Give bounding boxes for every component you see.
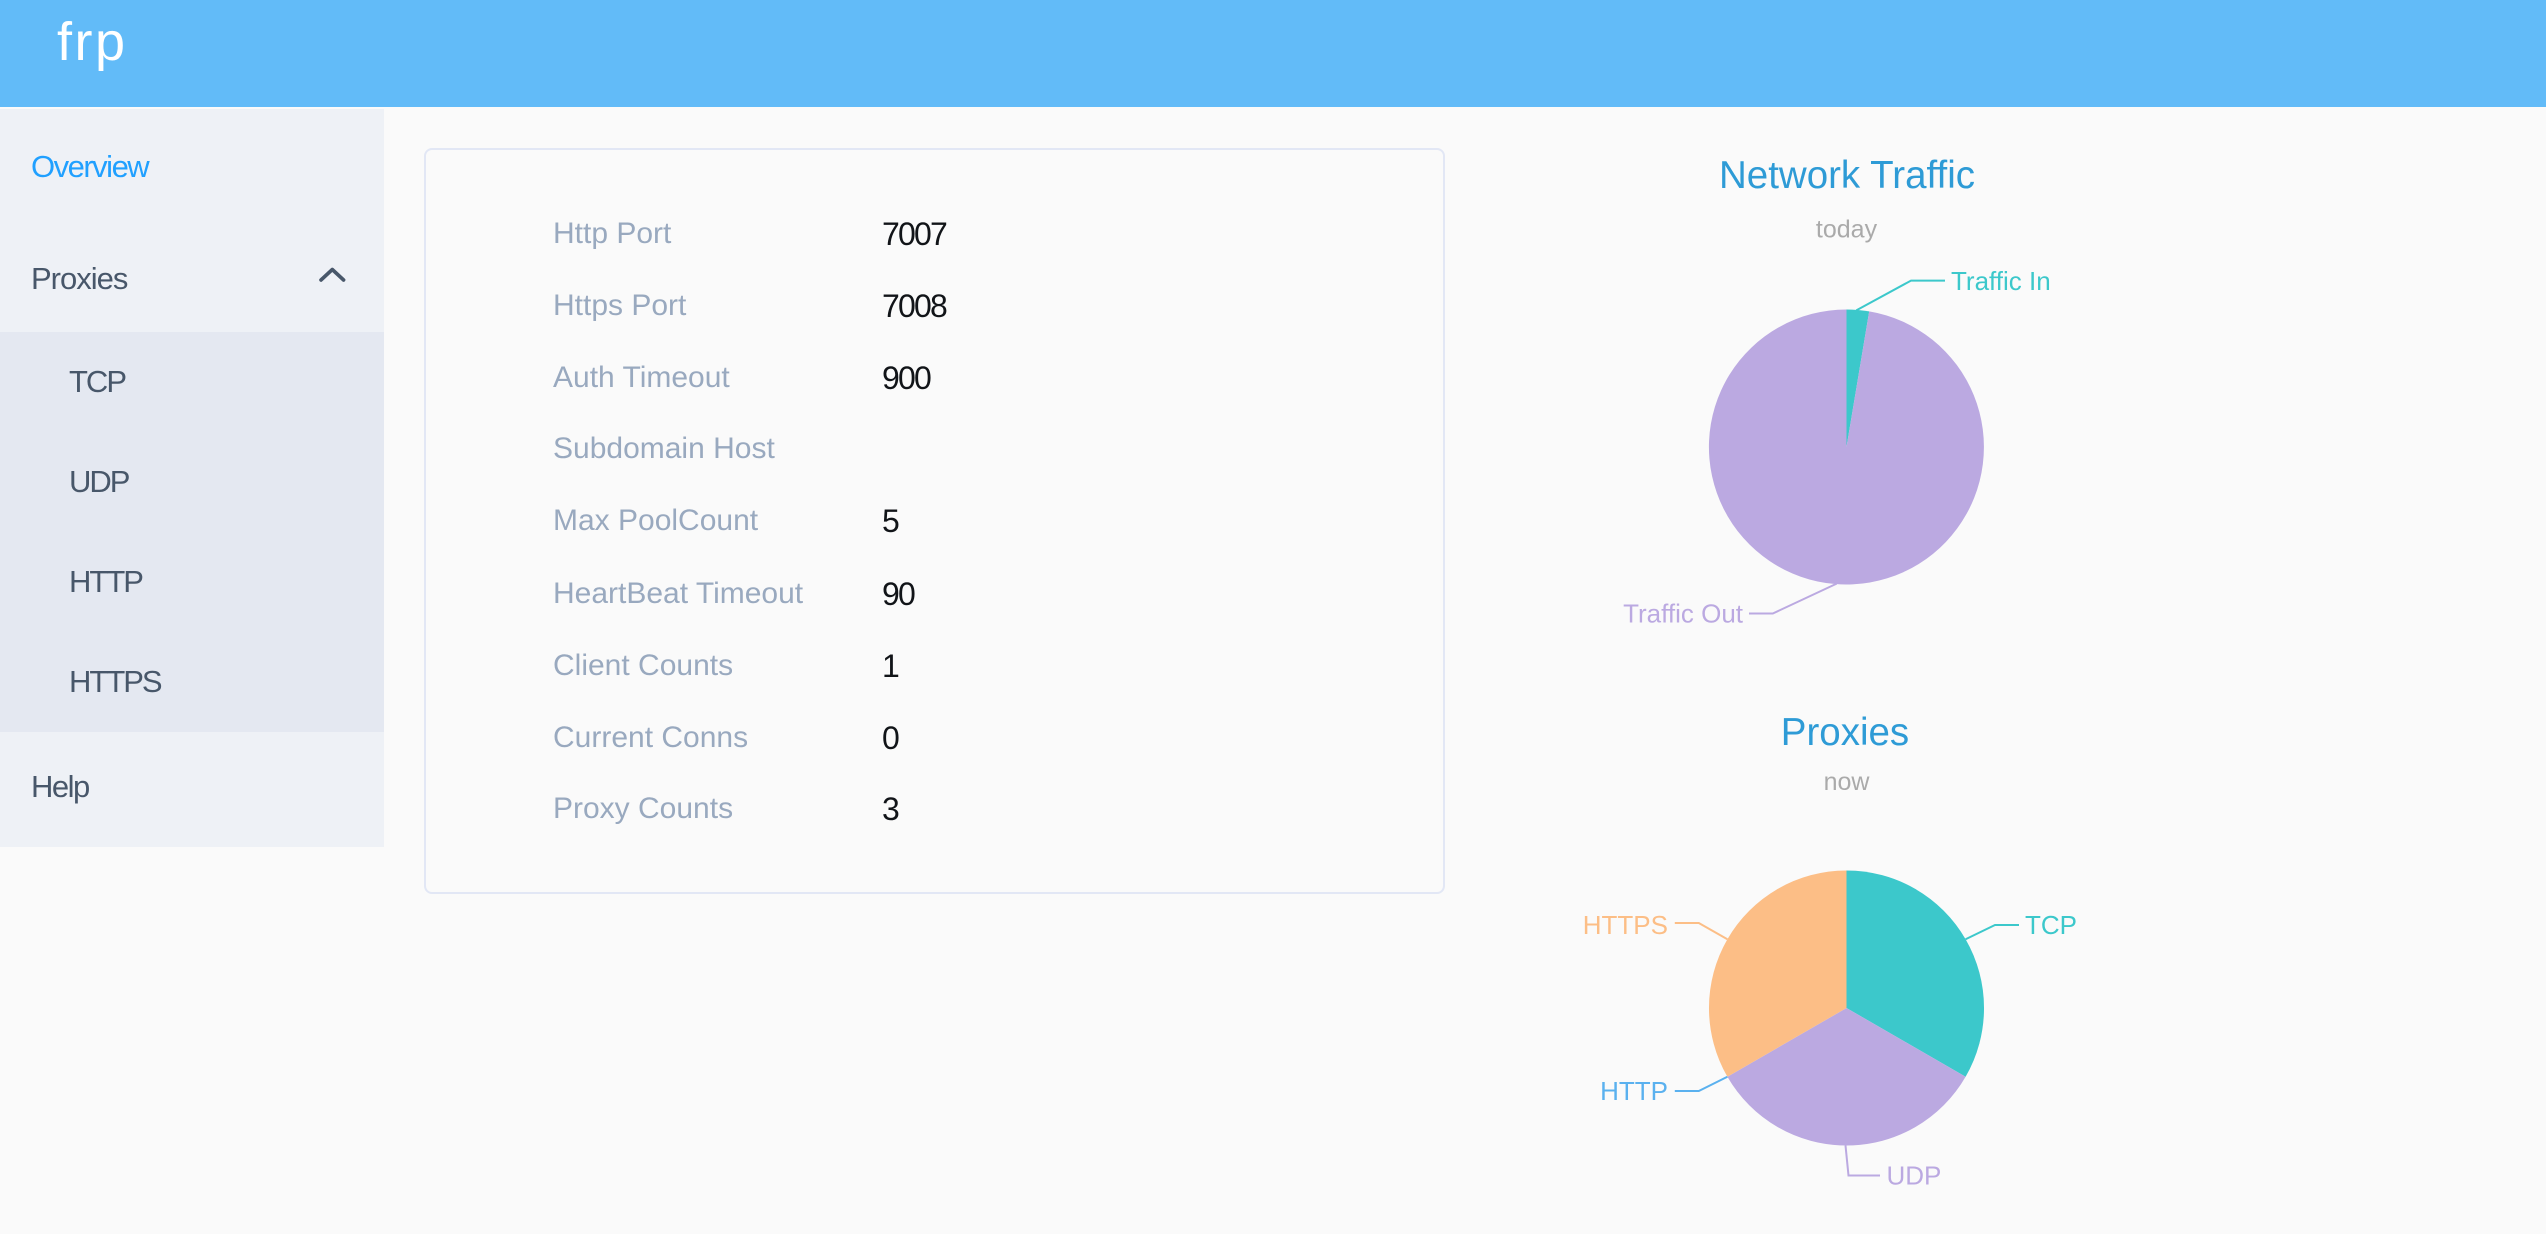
svg-text:Traffic Out: Traffic Out	[1623, 599, 1744, 629]
svg-text:Traffic In: Traffic In	[1951, 266, 2051, 296]
svg-text:TCP: TCP	[2025, 910, 2077, 940]
svg-text:UDP: UDP	[1887, 1161, 1942, 1191]
svg-text:HTTPS: HTTPS	[1583, 910, 1668, 940]
svg-text:Proxies: Proxies	[1781, 711, 1909, 754]
svg-text:HTTP: HTTP	[1600, 1076, 1668, 1106]
svg-text:now: now	[1824, 768, 1871, 796]
svg-text:today: today	[1816, 216, 1878, 244]
svg-text:Network Traffic: Network Traffic	[1719, 154, 1975, 197]
